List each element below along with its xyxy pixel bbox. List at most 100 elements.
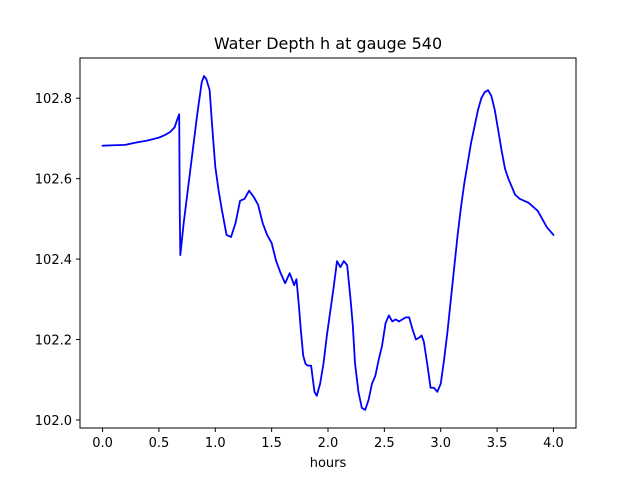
data-point bbox=[384, 322, 387, 325]
data-point bbox=[316, 395, 318, 397]
data-point bbox=[443, 359, 445, 361]
data-point bbox=[470, 141, 472, 144]
data-point bbox=[169, 131, 171, 133]
data-point bbox=[307, 365, 309, 367]
data-point bbox=[176, 119, 178, 121]
data-point bbox=[463, 182, 465, 184]
data-point bbox=[494, 109, 496, 111]
data-point bbox=[183, 222, 185, 224]
data-point bbox=[357, 391, 360, 393]
data-point bbox=[408, 316, 410, 318]
data-point bbox=[541, 218, 543, 220]
data-point bbox=[490, 95, 493, 97]
data-point bbox=[511, 186, 513, 188]
x-tick-label: 1.5 bbox=[261, 436, 282, 451]
data-point bbox=[346, 264, 348, 266]
data-point bbox=[266, 234, 268, 236]
data-point bbox=[418, 336, 420, 339]
data-point bbox=[293, 284, 295, 286]
x-tick-label: 2.5 bbox=[374, 436, 395, 451]
data-point bbox=[371, 383, 373, 385]
x-axis: 0.0 0.5 1.0 1.5 2.0 2.5 3.0 3.5 4.0 bbox=[92, 428, 564, 451]
data-point bbox=[174, 126, 176, 128]
data-point bbox=[398, 320, 400, 323]
data-point bbox=[504, 168, 506, 170]
data-point bbox=[411, 328, 414, 331]
data-point bbox=[271, 242, 273, 244]
data-point bbox=[381, 344, 383, 347]
x-tick-label: 0.5 bbox=[149, 436, 170, 451]
data-point bbox=[433, 387, 435, 389]
plot-frame bbox=[79, 57, 577, 429]
data-point bbox=[477, 109, 479, 111]
data-point bbox=[243, 198, 246, 200]
data-point bbox=[113, 144, 115, 146]
data-point bbox=[302, 355, 304, 357]
y-tick-label: 102.6 bbox=[35, 173, 72, 188]
data-point bbox=[497, 129, 499, 131]
data-point bbox=[501, 149, 503, 152]
data-point bbox=[440, 383, 442, 385]
data-point bbox=[196, 113, 198, 115]
data-point bbox=[313, 391, 316, 393]
data-point bbox=[543, 222, 546, 224]
data-point bbox=[546, 226, 548, 228]
data-point bbox=[426, 363, 428, 365]
data-point bbox=[201, 81, 203, 83]
data-point bbox=[280, 272, 282, 274]
data-point bbox=[192, 149, 194, 152]
x-tick-label: 4.0 bbox=[543, 436, 564, 451]
data-point bbox=[178, 113, 180, 115]
data-point bbox=[257, 204, 259, 206]
data-point bbox=[147, 139, 149, 142]
data-point bbox=[248, 190, 250, 192]
y-tick-label: 102.0 bbox=[35, 414, 72, 429]
plot-area bbox=[101, 75, 555, 411]
data-point bbox=[539, 214, 541, 216]
data-point bbox=[457, 234, 459, 236]
data-point bbox=[295, 278, 298, 280]
data-point bbox=[415, 338, 417, 341]
data-point bbox=[343, 260, 345, 262]
data-point bbox=[523, 200, 525, 202]
data-point bbox=[349, 298, 352, 300]
data-point bbox=[339, 266, 341, 268]
data-point bbox=[336, 260, 338, 262]
data-point bbox=[473, 125, 476, 127]
data-point bbox=[179, 254, 181, 256]
data-point bbox=[436, 391, 438, 393]
data-point bbox=[218, 190, 220, 192]
data-point bbox=[262, 222, 264, 224]
y-tick-label: 102.2 bbox=[35, 334, 72, 349]
data-point bbox=[395, 318, 397, 321]
data-point bbox=[187, 186, 189, 188]
data-point bbox=[374, 375, 376, 377]
data-point bbox=[453, 266, 455, 268]
chart-title: Water Depth h at gauge 540 bbox=[214, 34, 442, 53]
data-point bbox=[225, 234, 228, 236]
data-point bbox=[507, 178, 509, 180]
data-point bbox=[361, 407, 363, 409]
data-point bbox=[203, 75, 205, 77]
data-point bbox=[549, 230, 551, 232]
data-point bbox=[401, 318, 403, 321]
x-axis-label: hours bbox=[310, 456, 347, 471]
data-point bbox=[537, 210, 539, 212]
data-point bbox=[429, 387, 432, 389]
data-point bbox=[519, 198, 521, 200]
data-point bbox=[420, 334, 423, 337]
data-point bbox=[446, 330, 449, 333]
data-point bbox=[514, 194, 516, 196]
data-point bbox=[467, 161, 469, 164]
data-point bbox=[239, 200, 241, 202]
data-point bbox=[101, 145, 104, 147]
data-point bbox=[230, 236, 232, 238]
data-point bbox=[163, 134, 166, 136]
x-tick-label: 3.0 bbox=[430, 436, 451, 451]
data-point bbox=[214, 165, 216, 168]
y-tick-label: 102.4 bbox=[35, 253, 72, 268]
data-point bbox=[253, 196, 255, 198]
data-point bbox=[124, 144, 126, 146]
